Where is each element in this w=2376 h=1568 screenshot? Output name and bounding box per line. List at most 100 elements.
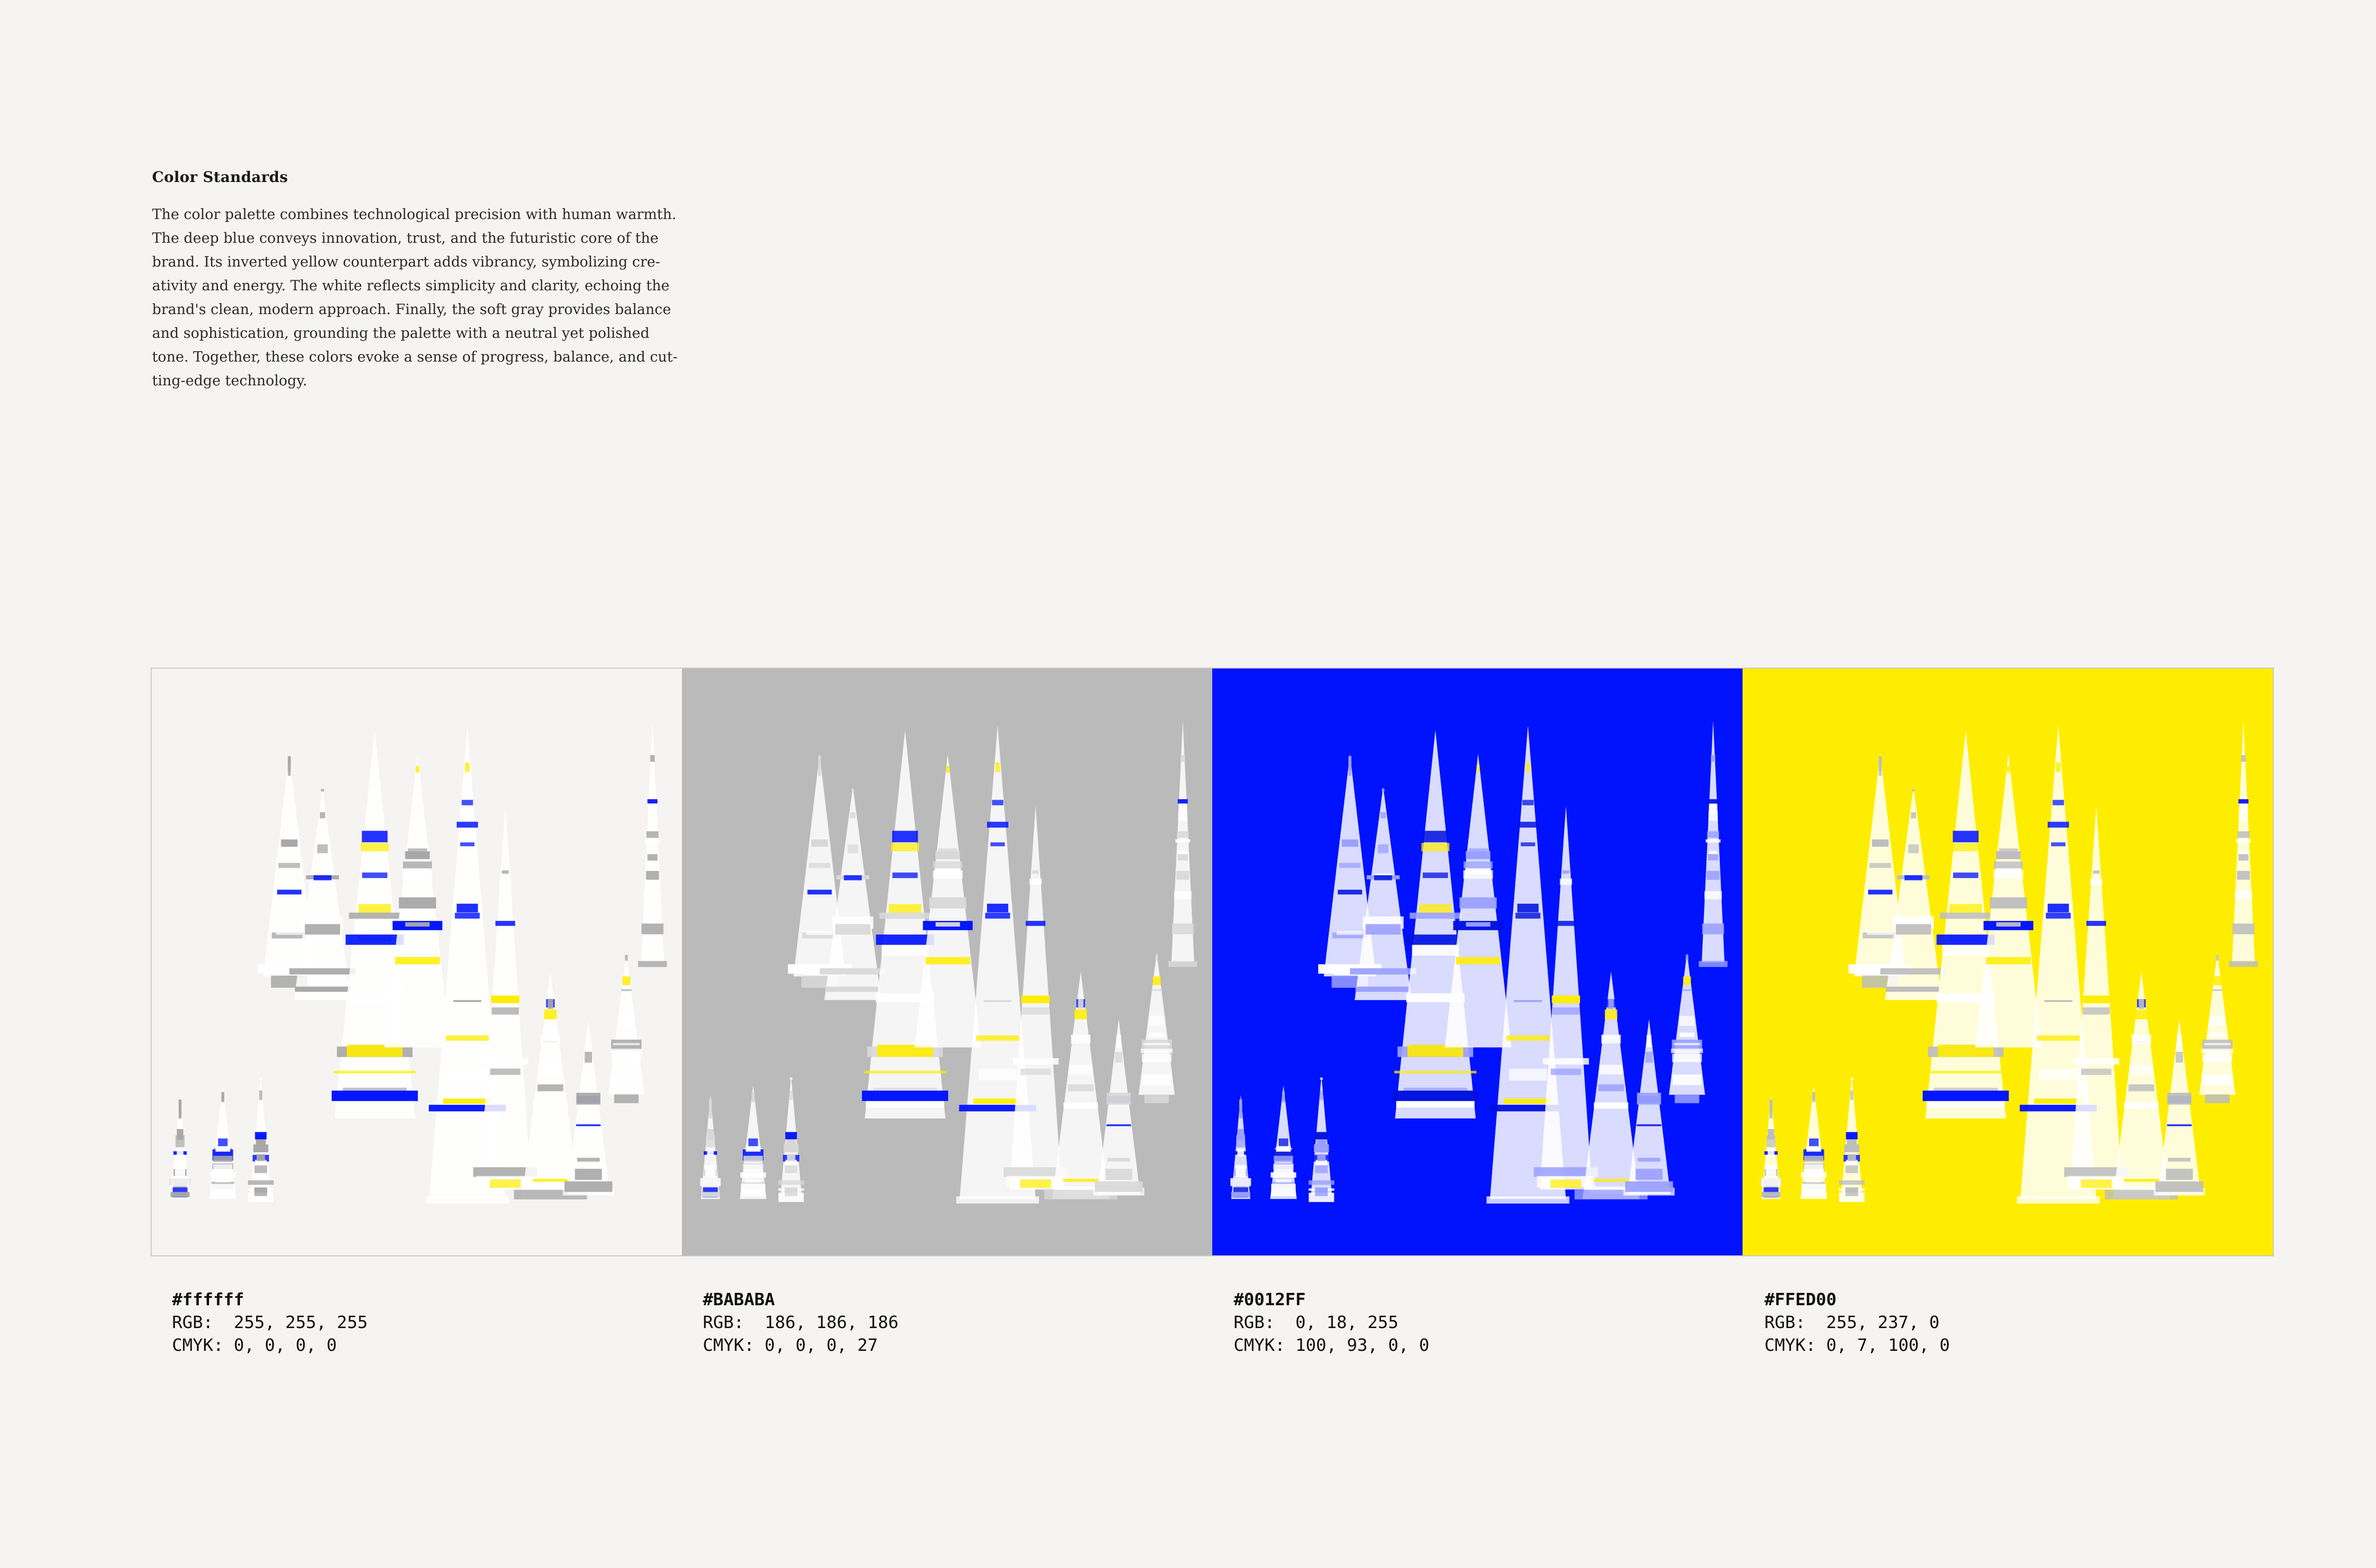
art-band [807, 889, 832, 895]
hex-code: #ffffff [172, 1290, 244, 1310]
art-band [992, 800, 1004, 805]
art-band [1896, 924, 1931, 935]
art-band [1466, 851, 1491, 860]
art-band [1144, 1094, 1169, 1103]
art-band [709, 1100, 712, 1109]
art-band [2213, 976, 2222, 985]
art-band [1315, 1160, 1327, 1165]
art-band [295, 986, 350, 992]
art-band [819, 968, 886, 975]
art-band [537, 1084, 564, 1091]
art-band [1949, 904, 1982, 914]
art-band [650, 755, 655, 762]
art-band [213, 1164, 233, 1176]
art-band [405, 922, 430, 927]
art-band [707, 1129, 714, 1140]
art-band [361, 843, 389, 851]
art-band [1094, 1181, 1143, 1192]
art-band [1355, 986, 1411, 992]
art-band [2093, 870, 2100, 874]
art-band [254, 1187, 268, 1193]
art-band [610, 1049, 642, 1053]
art-band [625, 955, 628, 961]
art-band [1409, 912, 1461, 919]
art-band [2046, 913, 2071, 919]
art-band [1063, 1178, 1099, 1182]
art-band [1521, 842, 1535, 847]
art-band [789, 1090, 793, 1100]
art-band [215, 1146, 230, 1152]
art-band [1514, 1000, 1542, 1002]
art-band [985, 913, 1010, 919]
art-band [978, 1069, 1017, 1081]
spec-gray: #BABABA RGB: 186, 186, 186 CMYK: 0, 0, 0… [681, 1289, 1212, 1357]
art-band [2082, 995, 2111, 1004]
art-band [1476, 765, 1480, 773]
art-band [277, 889, 302, 895]
art-band [1679, 1015, 1695, 1026]
art-band [1230, 1178, 1251, 1186]
art-band [785, 1165, 797, 1173]
art-band [1702, 923, 1725, 935]
art-band [850, 812, 856, 819]
art-band [465, 762, 470, 773]
art-band [586, 1035, 591, 1048]
art-band [1638, 1157, 1661, 1162]
art-band [255, 1132, 267, 1139]
art-band [1180, 755, 1185, 762]
art-band [2210, 1033, 2225, 1037]
art-spike [1490, 725, 1566, 1199]
swatch-white [152, 669, 682, 1255]
art-band [2129, 1064, 2153, 1075]
art-spike [1354, 787, 1412, 1000]
art-band [745, 1179, 761, 1183]
art-band [461, 800, 473, 805]
art-band [1551, 1068, 1581, 1075]
art-band [1315, 1187, 1328, 1193]
art-band [426, 1196, 509, 1204]
art-band [577, 1157, 600, 1162]
swatch-artwork [169, 720, 667, 1204]
art-band [278, 863, 300, 868]
art-band [1378, 844, 1389, 853]
art-band [946, 765, 949, 773]
art-band [2205, 1059, 2229, 1062]
art-band [1392, 1090, 1479, 1101]
description-line: The deep blue conveys innovation, trust,… [152, 230, 659, 247]
art-band [362, 831, 388, 842]
art-band [862, 1090, 948, 1101]
art-band [1276, 1146, 1291, 1152]
art-band [1686, 955, 1689, 961]
art-band [1145, 1059, 1169, 1062]
art-band [1020, 1179, 1051, 1188]
art-band [1608, 999, 1614, 1009]
art-band [2237, 870, 2250, 880]
art-band [1078, 999, 1083, 1009]
art-band [1282, 1092, 1285, 1101]
art-band [215, 1179, 231, 1183]
art-band [1374, 875, 1392, 880]
art-band [864, 1071, 947, 1074]
art-band [2034, 1099, 2083, 1104]
art-band [1766, 1165, 1776, 1178]
spec-blue: #0012FF RGB: 0, 18, 255 CMYK: 100, 93, 0… [1212, 1289, 1743, 1357]
cmyk-value: CMYK: 0, 0, 0, 27 [703, 1336, 878, 1355]
art-band [789, 1078, 793, 1080]
art-band [1880, 968, 1947, 975]
art-band [1275, 1179, 1292, 1183]
art-band [1140, 1049, 1173, 1053]
art-band [331, 1090, 418, 1101]
art-band [1850, 1078, 1853, 1080]
swatch-gray [682, 669, 1212, 1255]
art-band [641, 923, 664, 935]
art-band [2234, 891, 2252, 899]
art-band [489, 1179, 521, 1188]
art-band [1149, 1033, 1164, 1037]
art-band [495, 921, 516, 926]
art-band [1239, 1100, 1242, 1109]
art-band [276, 931, 303, 935]
art-band [2039, 1069, 2078, 1081]
art-band [785, 1160, 797, 1165]
art-band [1504, 1099, 1552, 1104]
art-band [2037, 1035, 2080, 1041]
